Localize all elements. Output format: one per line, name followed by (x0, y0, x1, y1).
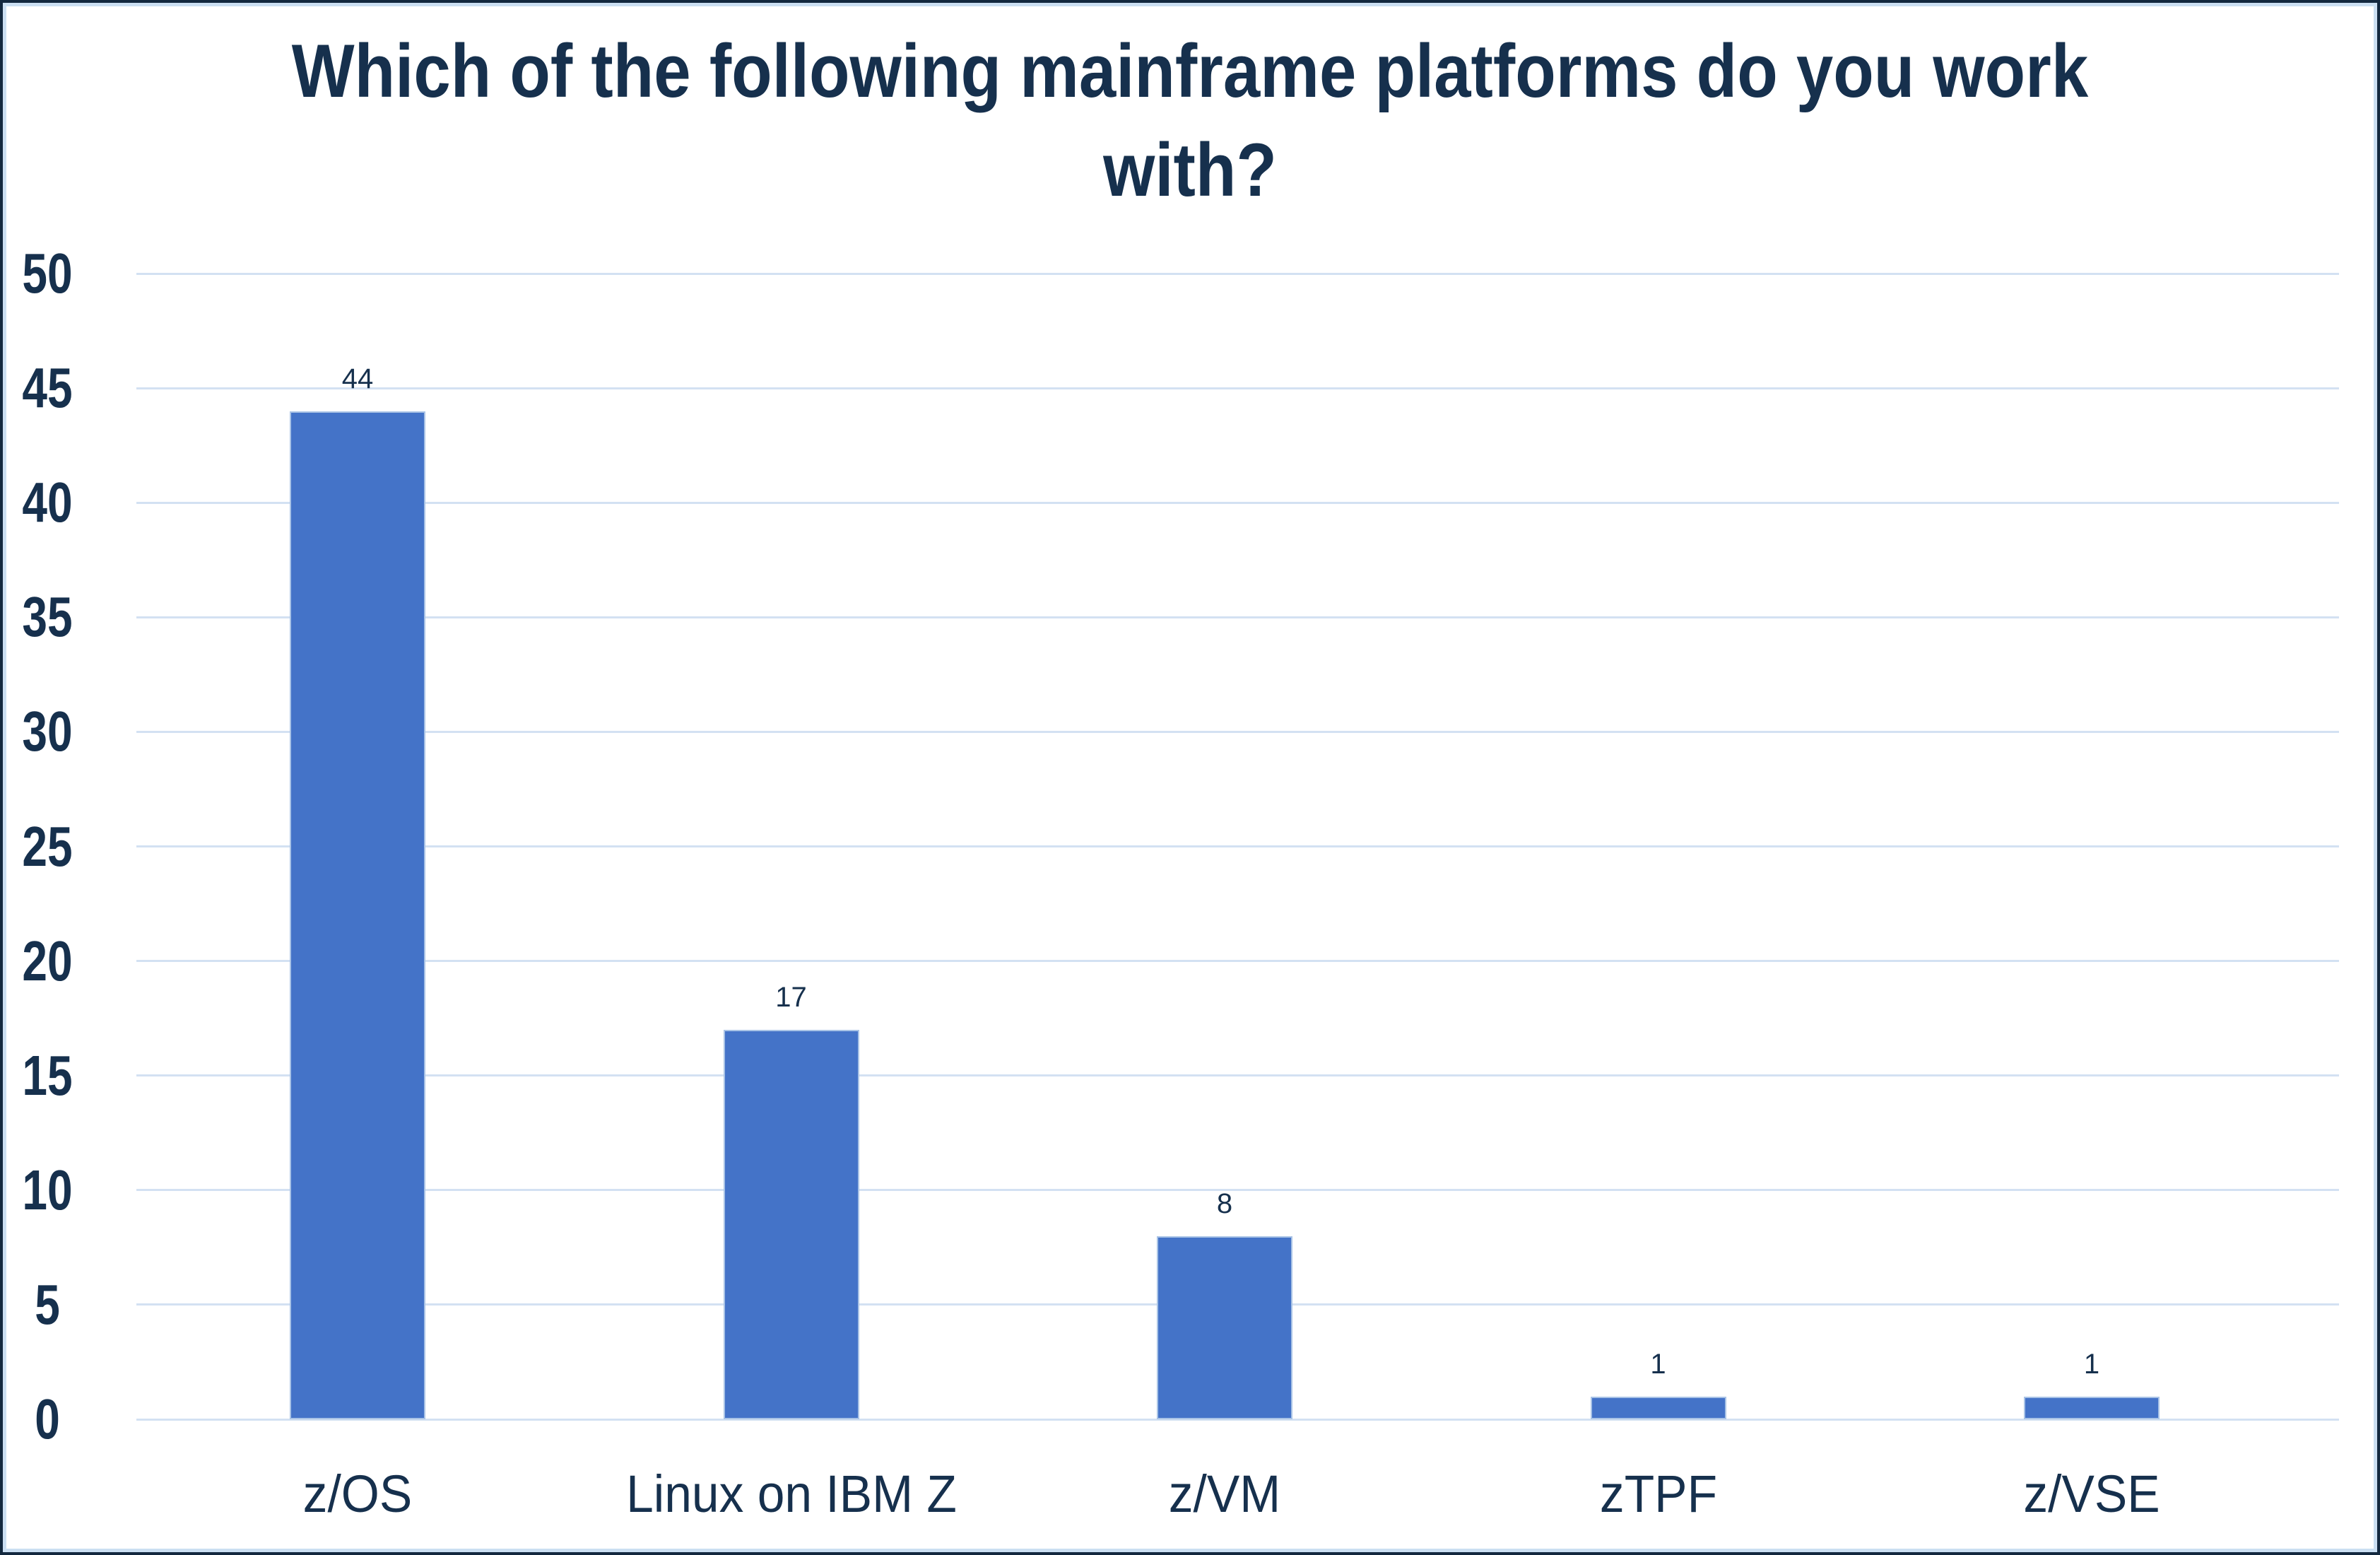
y-axis-tick-label-5: 5 (35, 1272, 60, 1336)
data-label-z-vm: 8 (1216, 1187, 1233, 1219)
gridline-y-35 (136, 616, 2339, 618)
chart-title: Which of the following mainframe platfor… (143, 21, 2237, 219)
y-axis-tick-label-20: 20 (22, 929, 73, 992)
y-axis-tick-label-0: 0 (35, 1387, 60, 1450)
gridline-y-0 (136, 1418, 2339, 1421)
gridline-y-20 (136, 960, 2339, 963)
gridline-y-10 (136, 1189, 2339, 1192)
category-label-ztpf: zTPF (1599, 1465, 1717, 1523)
category-label-linux-on-ibm-z: Linux on IBM Z (625, 1465, 957, 1523)
data-label-z-vse: 1 (2083, 1348, 2100, 1380)
y-axis-tick-label-45: 45 (22, 356, 73, 420)
category-label-z-os: z/OS (302, 1465, 413, 1523)
chart-title-line2: with? (1103, 127, 1277, 212)
bar-z-vm (1157, 1236, 1292, 1419)
y-axis-tick-label-40: 40 (22, 471, 73, 534)
y-axis-tick-label-25: 25 (22, 814, 73, 878)
category-label-z-vse: z/VSE (2023, 1465, 2160, 1523)
gridline-y-50 (136, 272, 2339, 275)
gridline-y-45 (136, 387, 2339, 389)
bar-z-os (290, 411, 425, 1419)
y-axis-tick-label-50: 50 (22, 242, 73, 305)
bar-ztpf (1590, 1396, 1726, 1419)
bar-linux-on-ibm-z (723, 1029, 859, 1419)
y-axis-tick-label-35: 35 (22, 585, 73, 649)
data-label-ztpf: 1 (1650, 1348, 1666, 1380)
data-label-linux-on-ibm-z: 17 (775, 981, 807, 1013)
category-label-z-vm: z/VM (1168, 1465, 1281, 1523)
y-axis-tick-label-15: 15 (22, 1043, 73, 1107)
gridline-y-15 (136, 1074, 2339, 1077)
data-label-z-os: 44 (341, 363, 374, 394)
y-axis-tick-label-30: 30 (22, 700, 73, 763)
gridline-y-40 (136, 501, 2339, 504)
bar-z-vse (2024, 1396, 2160, 1419)
gridline-y-30 (136, 730, 2339, 733)
gridline-y-25 (136, 845, 2339, 847)
y-axis-tick-label-10: 10 (22, 1158, 73, 1221)
chart-title-line1: Which of the following mainframe platfor… (291, 28, 2089, 113)
